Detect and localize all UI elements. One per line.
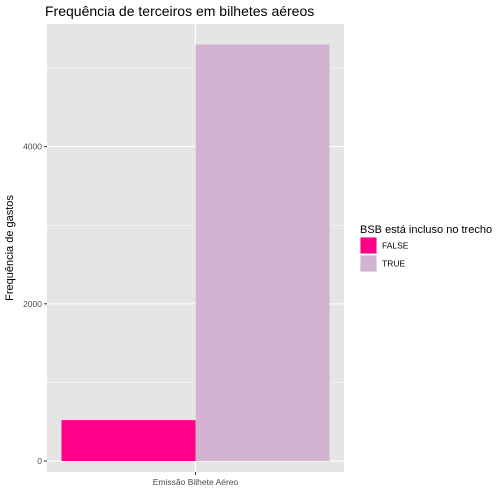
y-tick-label: 0 [37, 456, 42, 466]
legend-label-false: FALSE [382, 241, 409, 251]
legend-key-false [360, 237, 377, 254]
bar-true [195, 44, 330, 461]
y-axis: 0 2000 4000 [23, 142, 47, 466]
legend-title: BSB está incluso no trecho [360, 224, 492, 236]
y-axis-title: Frequência de gastos [4, 195, 16, 301]
legend-key-true [360, 255, 377, 272]
y-tick-label: 4000 [23, 142, 42, 152]
chart-title: Frequência de terceiros em bilhetes aére… [45, 3, 314, 19]
bar-false [61, 420, 196, 461]
legend-label-true: TRUE [382, 259, 405, 269]
y-tick-label: 2000 [23, 299, 42, 309]
x-axis: Emissão Bilhete Aéreo [153, 472, 239, 487]
bars [61, 44, 330, 461]
legend: BSB está incluso no trecho FALSE TRUE [360, 224, 492, 272]
x-tick-label: Emissão Bilhete Aéreo [153, 477, 239, 487]
